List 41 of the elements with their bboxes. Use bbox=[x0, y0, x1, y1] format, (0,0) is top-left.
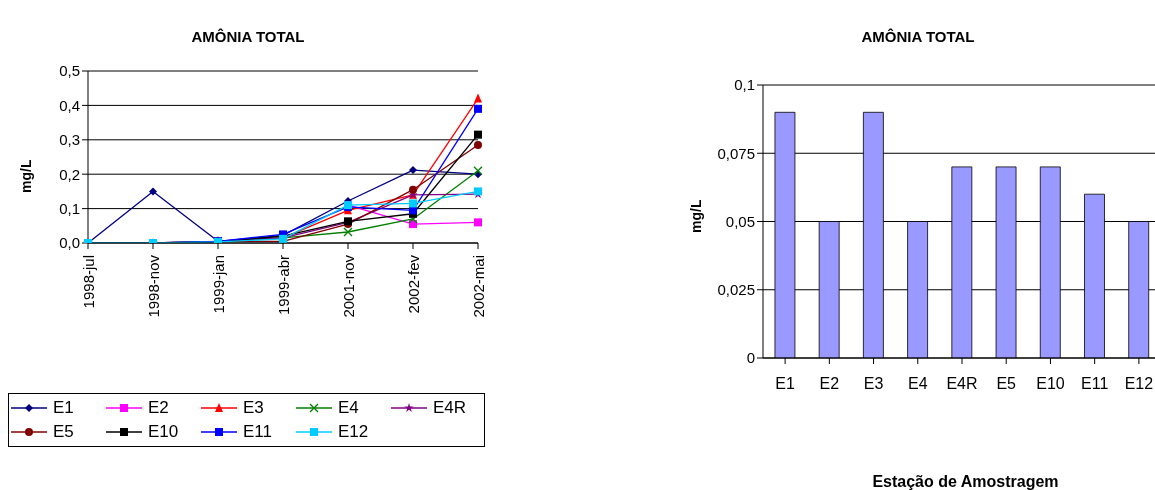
x-tick-label: E3 bbox=[863, 375, 884, 393]
legend-label: E1 bbox=[53, 398, 74, 418]
legend-label: E11 bbox=[243, 422, 272, 442]
y-axis-title: mg/L bbox=[18, 159, 34, 193]
y-axis-title: mg/L bbox=[688, 199, 704, 233]
x-tick-label: E2 bbox=[819, 375, 840, 393]
y-tick-label: 0,1 bbox=[734, 76, 755, 94]
x-tick-label: E11 bbox=[1081, 375, 1109, 393]
y-tick-label: 0,2 bbox=[59, 165, 80, 183]
x-tick-label: 2001-nov bbox=[339, 254, 357, 318]
y-tick-label: 0,05 bbox=[725, 212, 755, 230]
x-tick-label: E1 bbox=[775, 375, 795, 393]
y-tick-label: 0,025 bbox=[717, 281, 755, 299]
x-tick-label: E4 bbox=[907, 375, 928, 393]
legend-label: E10 bbox=[148, 422, 179, 442]
x-axis-title: Estação de Amostragem bbox=[871, 473, 1060, 490]
y-tick-label: 0,075 bbox=[717, 144, 755, 162]
y-tick-label: 0,3 bbox=[59, 131, 80, 149]
legend-label: E4R bbox=[433, 398, 467, 418]
legend-label: E2 bbox=[148, 398, 169, 418]
x-tick-label: E4R bbox=[946, 375, 978, 393]
legend-label: E3 bbox=[243, 398, 264, 418]
x-tick-label: E12 bbox=[1124, 375, 1154, 393]
x-tick-label: 1998-nov bbox=[144, 254, 162, 318]
y-tick-label: 0,4 bbox=[59, 96, 80, 114]
y-tick-label: 0,0 bbox=[59, 234, 80, 252]
x-tick-label: 1999-abr bbox=[274, 255, 292, 316]
chart-title: AMÔNIA TOTAL bbox=[860, 28, 976, 45]
y-tick-label: 0,1 bbox=[59, 199, 80, 217]
legend-label: E5 bbox=[53, 422, 74, 442]
x-tick-label: E10 bbox=[1036, 375, 1065, 393]
legend-label: E4 bbox=[338, 398, 359, 418]
chart-title: AMÔNIA TOTAL bbox=[190, 28, 306, 45]
x-tick-label: 2002-fev bbox=[404, 254, 422, 314]
legend-label: E12 bbox=[338, 422, 369, 442]
x-tick-label: E5 bbox=[996, 375, 1017, 393]
y-tick-label: 0 bbox=[746, 349, 755, 367]
x-tick-label: 2002-mai bbox=[469, 255, 487, 318]
x-tick-label: 1999-jan bbox=[209, 255, 227, 314]
y-tick-label: 0,5 bbox=[59, 62, 80, 80]
x-tick-label: 1998-jul bbox=[79, 255, 97, 309]
